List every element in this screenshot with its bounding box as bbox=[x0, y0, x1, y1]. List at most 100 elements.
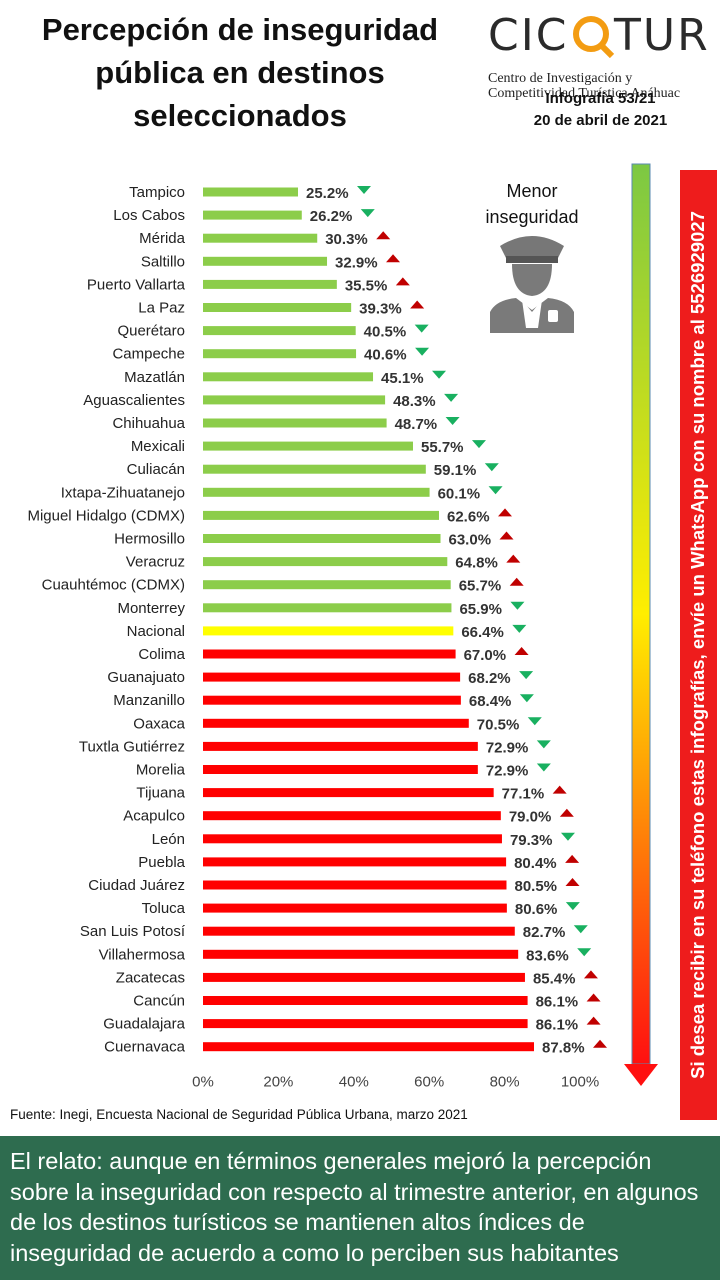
value-label: 86.1% bbox=[536, 1017, 579, 1034]
category-label: San Luis Potosí bbox=[80, 923, 186, 940]
value-label: 32.9% bbox=[335, 254, 378, 271]
trend-up-icon bbox=[552, 785, 567, 794]
value-label: 66.4% bbox=[461, 624, 504, 641]
bar bbox=[203, 534, 441, 543]
category-label: Cuauhtémoc (CDMX) bbox=[42, 577, 185, 594]
category-label: Tijuana bbox=[136, 785, 185, 802]
trend-up-icon bbox=[586, 993, 601, 1002]
trend-up-icon bbox=[565, 878, 580, 886]
bar bbox=[203, 903, 507, 913]
bar bbox=[203, 926, 515, 936]
trend-down-icon bbox=[573, 925, 588, 934]
category-label: Querétaro bbox=[117, 323, 185, 340]
trend-down-icon bbox=[577, 948, 592, 957]
bar bbox=[203, 279, 337, 289]
svg-text:TUR: TUR bbox=[613, 10, 708, 58]
cicotur-logo: CIC TUR Centro de Investigación y Compet… bbox=[488, 8, 713, 101]
trend-up-icon bbox=[376, 231, 391, 240]
category-label: Ixtapa-Zihuatanejo bbox=[61, 484, 185, 501]
value-label: 60.1% bbox=[438, 485, 481, 502]
police-officer-icon bbox=[490, 236, 574, 333]
category-label: Guadalajara bbox=[103, 1016, 185, 1033]
trend-up-icon bbox=[586, 1016, 601, 1025]
trend-down-icon bbox=[414, 324, 429, 333]
category-label: Puebla bbox=[138, 854, 185, 871]
infographic-number: Infografía 53/21 bbox=[545, 90, 656, 107]
source-note: Fuente: Inegi, Encuesta Nacional de Segu… bbox=[10, 1107, 468, 1122]
page-title: Percepción de inseguridad pública en des… bbox=[0, 8, 480, 137]
logo-wordmark-svg: CIC TUR bbox=[488, 10, 708, 61]
bar bbox=[203, 256, 328, 266]
value-label: 63.0% bbox=[449, 532, 492, 549]
x-tick-label: 80% bbox=[490, 1074, 520, 1091]
bar bbox=[203, 972, 525, 982]
infographic-meta: Infografía 53/21 20 de abril de 2021 bbox=[498, 88, 703, 132]
bar bbox=[203, 741, 478, 751]
category-label: Manzanillo bbox=[113, 692, 185, 709]
value-label: 86.1% bbox=[536, 994, 579, 1011]
value-label: 30.3% bbox=[325, 231, 368, 248]
bar bbox=[203, 464, 426, 474]
bar bbox=[203, 580, 451, 590]
value-label: 45.1% bbox=[381, 370, 424, 387]
category-label: Aguascalientes bbox=[83, 392, 185, 409]
category-label: Ciudad Juárez bbox=[88, 877, 185, 894]
category-label: Nacional bbox=[127, 623, 185, 640]
bar bbox=[203, 510, 440, 520]
category-label: Cancún bbox=[133, 993, 185, 1010]
bar bbox=[203, 788, 494, 798]
whatsapp-banner-text: Si desea recibir en su teléfono estas in… bbox=[687, 211, 708, 1079]
trend-down-icon bbox=[445, 417, 460, 425]
value-label: 68.4% bbox=[469, 693, 512, 710]
value-label: 35.5% bbox=[345, 277, 388, 294]
category-label: Chihuahua bbox=[112, 415, 185, 432]
category-label: Puerto Vallarta bbox=[87, 276, 186, 293]
trend-up-icon bbox=[514, 647, 529, 655]
trend-up-icon bbox=[499, 531, 514, 540]
category-label: Toluca bbox=[142, 900, 186, 917]
value-label: 80.6% bbox=[515, 901, 558, 918]
title-line-3: seleccionados bbox=[133, 98, 347, 133]
value-label: 80.4% bbox=[514, 855, 557, 872]
value-label: 72.9% bbox=[486, 763, 529, 780]
trend-down-icon bbox=[510, 601, 525, 610]
trend-up-icon bbox=[565, 854, 580, 863]
trend-down-icon bbox=[471, 440, 486, 449]
x-tick-label: 20% bbox=[263, 1074, 293, 1091]
value-label: 25.2% bbox=[306, 185, 349, 202]
category-label: León bbox=[152, 831, 185, 848]
x-tick-label: 60% bbox=[414, 1074, 444, 1091]
trend-down-icon bbox=[360, 209, 375, 218]
category-label: Los Cabos bbox=[113, 207, 185, 224]
category-label: Morelia bbox=[136, 762, 186, 779]
trend-down-icon bbox=[432, 370, 447, 379]
category-label: Miguel Hidalgo (CDMX) bbox=[27, 507, 185, 524]
value-label: 79.0% bbox=[509, 809, 552, 826]
trend-up-icon bbox=[410, 300, 425, 309]
svg-text:CIC: CIC bbox=[488, 10, 568, 58]
value-label: 48.3% bbox=[393, 393, 436, 410]
logo-sub-line-2: Competitividad Turística Anáhuac bbox=[488, 86, 681, 101]
trend-up-icon bbox=[509, 577, 524, 586]
value-label: 26.2% bbox=[310, 208, 353, 225]
bar bbox=[203, 326, 356, 336]
trend-down-icon bbox=[444, 393, 459, 402]
bar bbox=[203, 395, 386, 405]
trend-down-icon bbox=[519, 671, 534, 680]
bar bbox=[203, 210, 302, 220]
whatsapp-banner bbox=[680, 170, 717, 1120]
bar bbox=[203, 857, 507, 867]
trend-up-icon bbox=[583, 970, 598, 979]
title-line-1: Percepción de inseguridad bbox=[41, 12, 439, 47]
bar bbox=[203, 880, 507, 890]
value-label: 83.6% bbox=[526, 947, 569, 964]
trend-up-icon bbox=[498, 508, 513, 517]
bar bbox=[203, 834, 502, 844]
category-label: Guanajuato bbox=[107, 669, 185, 686]
bar bbox=[203, 626, 454, 636]
value-label: 72.9% bbox=[486, 739, 529, 756]
category-label: Acapulco bbox=[123, 808, 185, 825]
category-label: Veracruz bbox=[126, 554, 185, 571]
value-label: 64.8% bbox=[455, 555, 498, 572]
bar bbox=[203, 603, 452, 613]
